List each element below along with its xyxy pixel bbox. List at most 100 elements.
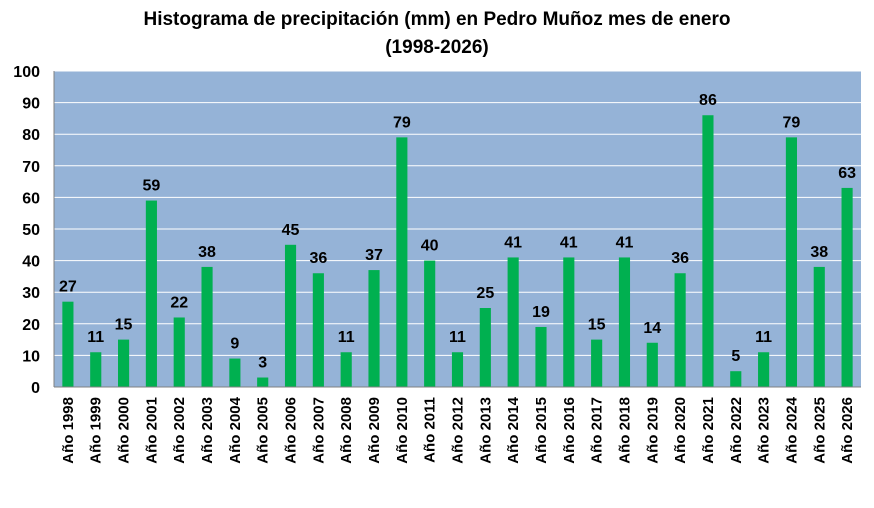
x-tick-label: Año 2022 — [728, 397, 745, 464]
x-tick-label: Año 2025 — [811, 397, 828, 464]
x-tick-label: Año 2023 — [756, 397, 773, 464]
bars — [62, 115, 853, 388]
x-tick-label: Año 2000 — [116, 397, 133, 464]
data-label: 41 — [616, 234, 634, 251]
gridlines — [54, 70, 861, 356]
data-label: 11 — [87, 329, 104, 346]
x-tick-label: Año 2008 — [338, 397, 355, 464]
x-tick-label: Año 2015 — [533, 397, 550, 464]
data-label: 36 — [671, 250, 689, 267]
x-tick-label: Año 2021 — [700, 397, 717, 464]
bar — [396, 137, 408, 387]
y-tick-labels: 0 10 20 30 40 50 60 70 80 90 100 — [13, 64, 40, 397]
bar — [145, 200, 157, 387]
data-label: 40 — [421, 238, 439, 255]
bar — [618, 257, 631, 387]
data-label: 86 — [699, 92, 717, 109]
x-tick-label: Año 2009 — [366, 397, 383, 464]
x-tick-label: Año 2013 — [477, 397, 494, 464]
x-tick-label: Año 2020 — [672, 397, 689, 464]
y-tick-label: 40 — [22, 254, 40, 271]
x-tick-label: Año 2003 — [199, 397, 216, 464]
bar — [62, 301, 74, 387]
y-tick-label: 0 — [31, 380, 40, 397]
data-label: 9 — [230, 336, 239, 353]
bar — [507, 257, 519, 387]
chart-title-line-2: (1998-2026) — [385, 37, 489, 58]
x-tick-label: Año 2002 — [171, 397, 188, 464]
x-tick-label: Año 2019 — [644, 397, 661, 464]
y-tick-label: 90 — [22, 96, 40, 113]
data-label: 45 — [282, 222, 300, 239]
bar — [368, 270, 380, 387]
bar — [173, 317, 185, 387]
x-tick-label: Año 2006 — [283, 397, 300, 464]
data-label: 37 — [365, 247, 383, 264]
x-tick-label: Año 2007 — [310, 397, 327, 464]
bar — [340, 352, 352, 387]
bar — [201, 266, 213, 387]
bar — [229, 358, 241, 387]
bar — [563, 257, 575, 387]
data-label: 79 — [393, 114, 411, 131]
data-labels: 27 11 15 59 22 38 9 3 45 36 11 37 79 40 11 25 41 19 41 15 41… — [59, 92, 856, 371]
bar — [591, 339, 603, 387]
data-label: 14 — [643, 320, 661, 337]
y-tick-label: 80 — [22, 127, 40, 144]
bar — [674, 273, 686, 387]
y-tick-label: 100 — [13, 64, 40, 81]
y-tick-label: 30 — [22, 285, 40, 302]
x-tick-label: Año 2011 — [422, 397, 439, 463]
bar — [90, 352, 102, 387]
x-tick-label: Año 2014 — [505, 396, 522, 463]
data-label: 5 — [731, 348, 740, 365]
bar — [702, 115, 714, 388]
x-tick-label: Año 2024 — [783, 396, 800, 463]
data-label: 36 — [309, 250, 327, 267]
y-tick-label: 50 — [22, 222, 40, 239]
bar — [451, 352, 464, 387]
data-label: 25 — [476, 285, 494, 302]
x-tick-labels: Año 1998 Año 1999 Año 2000 Año 2001 Año 2002… — [60, 396, 856, 463]
y-tick-label: 60 — [22, 190, 40, 207]
x-tick-label: Año 1999 — [88, 397, 105, 464]
bar — [479, 308, 491, 387]
x-tick-label: Año 2010 — [394, 397, 411, 464]
x-tick-label: Año 2016 — [561, 397, 578, 464]
data-label: 41 — [504, 234, 522, 251]
data-label: 38 — [198, 244, 216, 261]
y-tick-label: 20 — [22, 317, 40, 334]
x-tick-label: Año 2018 — [616, 397, 633, 464]
data-label: 3 — [258, 355, 267, 372]
bar — [257, 377, 269, 387]
chart-title-line-1: Histograma de precipitación (mm) en Pedr… — [143, 9, 731, 30]
y-tick-label: 70 — [22, 159, 40, 176]
data-label: 11 — [449, 329, 466, 346]
x-tick-label: Año 2026 — [839, 397, 856, 464]
bar — [813, 266, 825, 387]
data-label: 27 — [59, 279, 77, 296]
bar — [535, 326, 547, 387]
data-label: 41 — [560, 234, 578, 251]
data-label: 15 — [588, 317, 606, 334]
x-tick-label: Año 2017 — [589, 397, 606, 464]
axes — [53, 71, 861, 388]
bar — [646, 342, 658, 387]
x-tick-label: Año 2005 — [255, 397, 272, 464]
data-label: 15 — [115, 317, 133, 334]
data-label: 19 — [532, 304, 550, 321]
bar — [118, 339, 130, 387]
bar — [841, 187, 853, 387]
bar — [424, 260, 436, 387]
bar — [785, 137, 797, 387]
data-label: 63 — [838, 165, 856, 182]
y-tick-label: 10 — [22, 348, 40, 365]
data-label: 59 — [142, 178, 160, 195]
bar — [730, 371, 742, 387]
data-label: 22 — [170, 294, 188, 311]
bar — [758, 352, 770, 387]
data-label: 38 — [810, 244, 828, 261]
x-tick-label: Año 2012 — [450, 397, 467, 464]
x-tick-label: Año 1998 — [60, 397, 77, 464]
